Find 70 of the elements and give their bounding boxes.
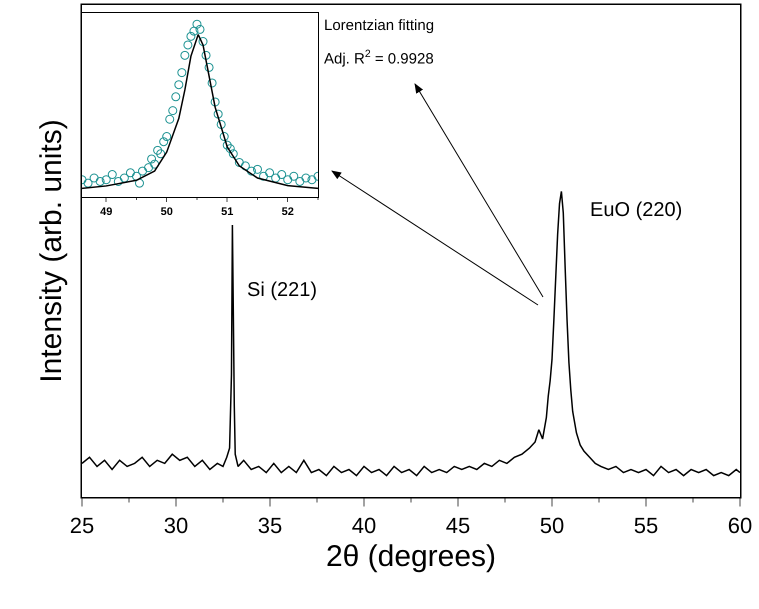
point — [214, 110, 223, 119]
point — [208, 78, 217, 88]
annotation: Si (221) — [247, 279, 318, 301]
point — [198, 37, 208, 46]
point — [120, 174, 129, 182]
point — [246, 166, 256, 176]
point — [134, 178, 144, 188]
y-axis-title: Intensity (arb. units) — [34, 119, 68, 383]
point — [283, 175, 292, 184]
point — [159, 137, 168, 146]
point — [234, 158, 244, 167]
point — [210, 97, 220, 106]
point — [186, 32, 196, 41]
text: Lorentzian fitting — [324, 17, 434, 34]
x-tick-label: 50 — [540, 512, 564, 538]
point — [265, 168, 274, 178]
point — [277, 170, 286, 180]
x-tick-label: 45 — [446, 512, 470, 538]
point — [295, 176, 304, 186]
point — [90, 174, 99, 182]
point — [228, 149, 238, 158]
point — [168, 106, 178, 116]
point — [144, 163, 154, 172]
point — [189, 26, 198, 36]
x-axis-title: 2θ (degrees) — [326, 540, 496, 574]
point — [202, 50, 211, 60]
point — [180, 50, 190, 60]
point — [114, 176, 123, 186]
x-tick-label: 49 — [100, 206, 112, 218]
point — [196, 24, 204, 34]
point — [216, 120, 226, 129]
point — [108, 170, 117, 180]
x-tick-label: 51 — [221, 206, 234, 218]
annotation: EuO (220) — [590, 199, 682, 221]
x-tick-label: 55 — [634, 512, 658, 538]
point — [126, 168, 135, 178]
x-tick-label: 52 — [282, 206, 294, 218]
point — [96, 176, 105, 186]
x-tick-label: 35 — [258, 512, 282, 538]
point — [174, 80, 184, 90]
point — [153, 146, 162, 155]
point — [171, 92, 180, 102]
point — [307, 175, 316, 184]
point — [138, 166, 148, 176]
point — [259, 172, 268, 181]
point — [289, 172, 298, 181]
x-tick-label: 25 — [70, 512, 94, 538]
point — [271, 174, 280, 182]
x-tick-label: 50 — [160, 206, 173, 218]
point — [156, 149, 166, 158]
point — [226, 144, 235, 154]
x-tick-label: 40 — [352, 512, 376, 538]
point — [222, 140, 232, 150]
point — [84, 178, 93, 188]
point — [252, 164, 262, 174]
text: Adj. R$^{2}$ = 0.9928 — [324, 48, 434, 68]
point — [204, 62, 214, 72]
point — [165, 114, 174, 124]
point — [192, 20, 202, 29]
point — [240, 161, 250, 170]
x-tick-label: 30 — [164, 512, 188, 538]
point — [147, 154, 156, 164]
point — [177, 68, 186, 78]
point — [132, 172, 141, 181]
point — [183, 40, 192, 50]
point — [220, 132, 229, 142]
x-tick-label: 60 — [728, 512, 752, 538]
point — [301, 174, 310, 182]
point — [102, 175, 111, 184]
point — [162, 132, 172, 142]
